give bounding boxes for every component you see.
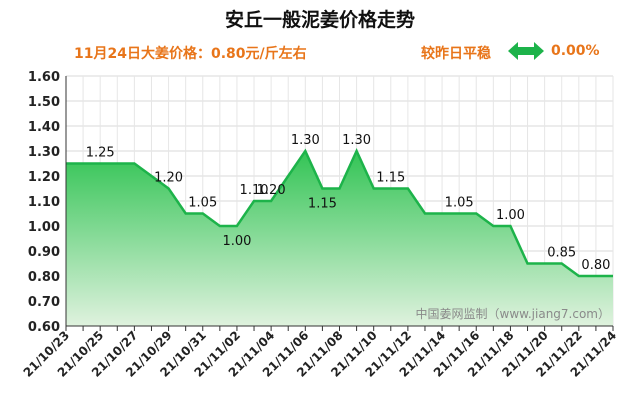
price-area xyxy=(66,151,613,326)
y-tick-label: 1.50 xyxy=(28,95,60,110)
data-label: 0.85 xyxy=(547,246,576,261)
y-tick-label: 1.40 xyxy=(28,120,60,135)
x-tick-labels: 21/10/2321/10/2521/10/2721/10/2921/10/31… xyxy=(21,328,620,380)
data-label: 1.25 xyxy=(86,146,115,161)
data-label: 0.80 xyxy=(581,258,610,273)
y-tick-label: 1.30 xyxy=(28,145,60,160)
watermark: 中国姜网监制（www.jiang7.com） xyxy=(416,306,610,321)
axes xyxy=(65,76,614,331)
y-tick-label: 1.10 xyxy=(28,195,60,210)
y-tick-label: 1.20 xyxy=(28,170,60,185)
data-label: 1.15 xyxy=(376,171,405,186)
y-tick-label: 0.80 xyxy=(28,270,60,285)
data-label: 1.05 xyxy=(188,196,217,211)
data-label: 1.00 xyxy=(222,234,251,249)
data-label: 1.20 xyxy=(257,183,286,198)
price-text: 11月24日大姜价格：0.80元/斤左右 xyxy=(74,46,307,62)
data-label: 1.05 xyxy=(445,196,474,211)
y-tick-label: 0.60 xyxy=(28,320,60,335)
y-tick-label: 1.00 xyxy=(28,220,60,235)
y-tick-label: 0.90 xyxy=(28,245,60,260)
data-label: 1.30 xyxy=(291,133,320,148)
compare-text: 较昨日平稳 xyxy=(421,46,491,62)
double-arrow-icon xyxy=(508,42,544,60)
price-line xyxy=(66,147,613,278)
y-tick-label: 0.70 xyxy=(28,295,60,310)
data-label: 1.20 xyxy=(154,171,183,186)
data-label: 1.15 xyxy=(308,197,337,212)
data-label: 1.10 xyxy=(240,183,269,198)
y-tick-labels: 0.60 0.70 0.80 0.90 1.00 1.10 1.20 1.30 1.40 1.50… xyxy=(28,70,60,335)
chart-title: 安丘一般泥姜价格走势 xyxy=(224,9,415,31)
data-label: 1.30 xyxy=(342,133,371,148)
data-labels: 1.251.201.051.001.101.201.301.151.301.15… xyxy=(86,133,611,273)
change-text: 0.00% xyxy=(551,43,600,59)
data-label: 1.00 xyxy=(496,208,525,223)
y-tick-label: 1.60 xyxy=(28,70,60,85)
